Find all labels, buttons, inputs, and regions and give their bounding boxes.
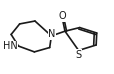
Text: N: N	[48, 29, 55, 39]
Text: HN: HN	[3, 41, 17, 51]
Text: S: S	[74, 50, 80, 60]
Text: O: O	[58, 11, 65, 21]
